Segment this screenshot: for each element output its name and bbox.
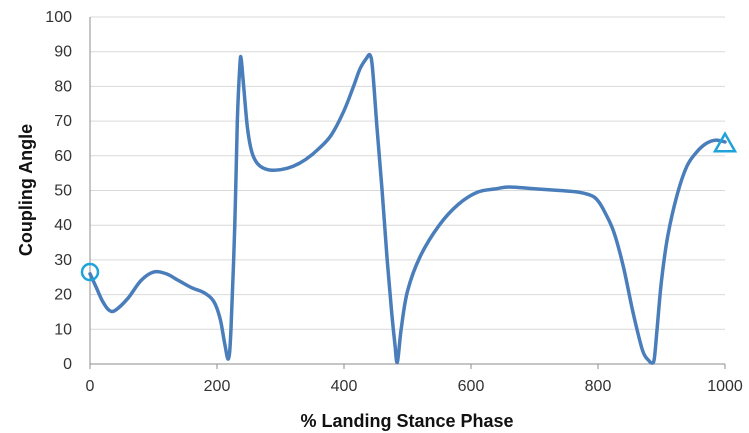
y-tick-label: 40 xyxy=(54,217,72,234)
x-tick-label: 200 xyxy=(204,378,231,395)
gridlines xyxy=(90,16,725,330)
y-tick-label: 100 xyxy=(45,9,72,26)
y-axis-title: Coupling Angle xyxy=(16,124,36,256)
x-tick-label: 400 xyxy=(331,378,358,395)
y-tick-label: 10 xyxy=(54,321,72,338)
y-tick-label: 30 xyxy=(54,252,72,269)
x-tick-label: 800 xyxy=(585,378,612,395)
axes xyxy=(89,17,726,369)
x-tick-label: 1000 xyxy=(707,378,743,395)
x-tick-label: 600 xyxy=(458,378,485,395)
y-tick-label: 20 xyxy=(54,287,72,304)
y-tick-label: 50 xyxy=(54,183,72,200)
y-tick-label: 80 xyxy=(54,78,72,95)
x-axis-title: % Landing Stance Phase xyxy=(300,411,513,431)
x-tick-label: 0 xyxy=(86,378,95,395)
start-circle-marker xyxy=(80,262,100,282)
y-tick-label: 0 xyxy=(63,356,72,373)
y-tick-label: 90 xyxy=(54,44,72,61)
y-tick-label: 60 xyxy=(54,148,72,165)
y-tick-label: 70 xyxy=(54,113,72,130)
marker-group xyxy=(80,131,738,282)
end-triangle-marker xyxy=(712,131,738,153)
series-group xyxy=(88,52,727,365)
series-line-0 xyxy=(88,52,727,365)
